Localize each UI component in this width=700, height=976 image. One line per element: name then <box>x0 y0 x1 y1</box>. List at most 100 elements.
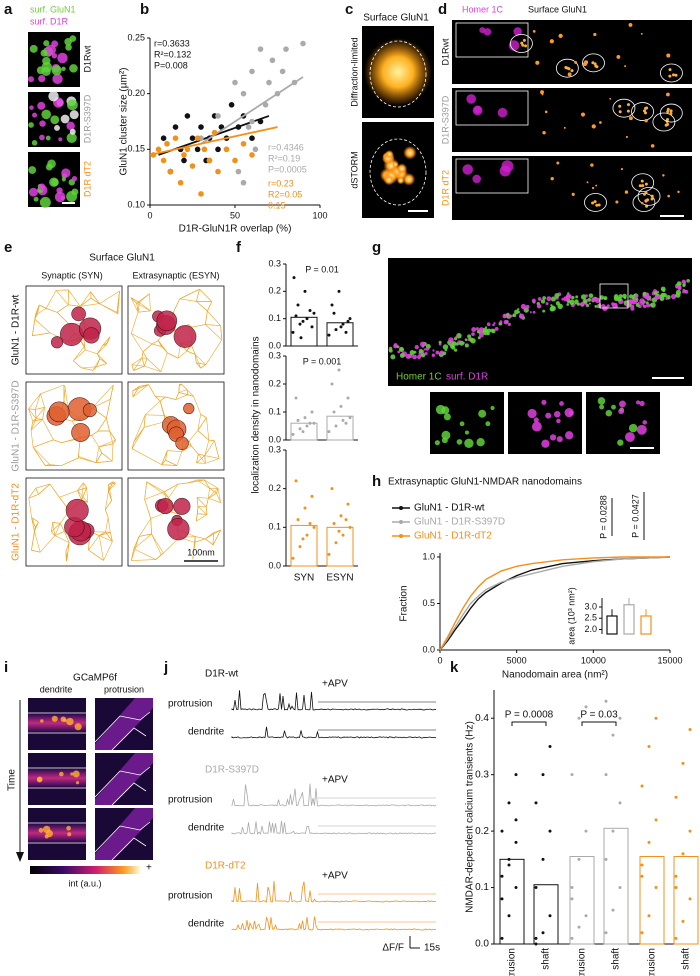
tessellation <box>208 488 219 499</box>
point <box>348 416 352 420</box>
point <box>681 919 685 923</box>
point <box>327 430 331 434</box>
tessellation <box>105 531 113 542</box>
annotation: P=0.0005 <box>268 164 307 174</box>
point <box>674 795 678 799</box>
point <box>223 146 230 153</box>
hotspot <box>59 771 64 777</box>
trace <box>231 783 437 807</box>
point <box>570 773 574 777</box>
point <box>534 801 538 805</box>
point <box>500 936 504 940</box>
tessellation <box>42 407 45 420</box>
puncta <box>668 74 672 78</box>
puncta <box>499 165 511 177</box>
group-label: D1R-S397D <box>205 765 259 776</box>
tessellation <box>79 297 92 307</box>
puncta <box>393 344 398 349</box>
puncta <box>69 35 77 42</box>
tessellation <box>98 446 102 454</box>
panel-letter: g <box>372 239 381 256</box>
puncta <box>574 61 578 64</box>
point <box>296 303 300 307</box>
tessellation <box>175 392 180 400</box>
point <box>534 886 538 890</box>
tessellation <box>191 445 199 455</box>
axis-title: area (10³ nm²) <box>566 587 576 645</box>
tessellation <box>155 396 161 402</box>
puncta <box>650 302 656 308</box>
tessellation <box>194 354 201 369</box>
puncta <box>464 338 468 342</box>
puncta <box>420 352 426 358</box>
panel-title: Surface GluN1 <box>89 253 155 264</box>
tessellation <box>144 365 162 372</box>
tessellation <box>131 333 153 345</box>
tessellation <box>34 521 39 532</box>
puncta <box>536 303 542 309</box>
cdf-line <box>439 556 671 651</box>
tessellation <box>167 352 179 359</box>
roi <box>599 283 629 309</box>
point <box>577 925 581 929</box>
hotspot <box>75 781 80 785</box>
tessellation <box>196 455 205 464</box>
tessellation <box>133 414 146 443</box>
tessellation <box>28 408 37 419</box>
puncta <box>414 344 419 350</box>
tessellation <box>54 523 61 536</box>
tessellation <box>181 383 188 390</box>
point <box>604 931 608 935</box>
outline <box>612 98 636 118</box>
outline <box>555 58 579 78</box>
tessellation <box>90 297 100 304</box>
hotspot <box>36 777 43 783</box>
annotation: R2=0.05 <box>268 189 302 199</box>
tessellation <box>45 290 57 309</box>
puncta <box>626 103 630 107</box>
tessellation <box>130 297 140 303</box>
point <box>584 829 588 833</box>
bar <box>533 884 559 945</box>
puncta <box>662 292 667 298</box>
tessellation <box>213 529 221 534</box>
puncta <box>542 130 546 135</box>
puncta <box>672 73 676 77</box>
point <box>548 744 552 748</box>
point <box>337 289 341 293</box>
point <box>232 157 238 164</box>
tessellation <box>178 389 188 393</box>
point <box>348 525 352 529</box>
annotation: R²=0.19 <box>268 153 300 163</box>
tessellation <box>144 421 166 428</box>
tessellation <box>179 298 197 302</box>
puncta <box>420 341 426 347</box>
row-label: GluN1 - D1R-dT2 <box>11 483 22 561</box>
nanodomain <box>183 402 195 415</box>
annotation: P=0.008 <box>154 60 188 70</box>
nanodomain <box>167 518 190 541</box>
tessellation <box>204 455 206 464</box>
tessellation <box>35 407 45 419</box>
puncta <box>517 308 520 311</box>
dendrite <box>95 753 153 805</box>
tessellation <box>138 310 151 313</box>
puncta <box>38 183 46 191</box>
tessellation <box>209 487 217 494</box>
puncta <box>569 299 575 305</box>
tessellation <box>132 386 140 398</box>
puncta <box>644 106 648 110</box>
tessellation <box>96 358 101 367</box>
tessellation <box>109 430 114 445</box>
blob <box>392 161 399 168</box>
point <box>327 333 331 337</box>
puncta <box>478 327 485 333</box>
point <box>654 818 658 822</box>
tessellation <box>187 479 198 484</box>
puncta <box>453 348 458 352</box>
y-tick-label: 0.3 <box>268 258 281 268</box>
puncta <box>644 191 648 195</box>
puncta <box>594 305 598 308</box>
tessellation <box>102 342 108 346</box>
tessellation <box>52 522 56 536</box>
